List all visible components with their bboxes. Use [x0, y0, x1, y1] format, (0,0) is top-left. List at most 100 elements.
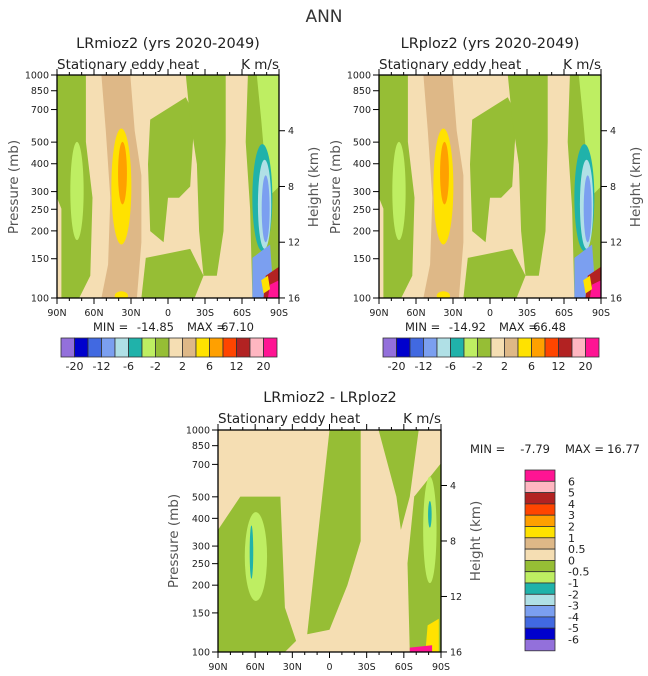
contour-fill-polar: [425, 618, 439, 652]
colorbar-label: -20: [388, 360, 406, 373]
y-tick-label: 700: [31, 105, 49, 116]
y-tick-label-right: 4: [450, 481, 456, 492]
x-tick-label: 30S: [196, 308, 214, 319]
contour-field: [218, 430, 441, 652]
y-tick-label-right: 12: [610, 238, 622, 249]
colorbar-label: 4: [568, 498, 575, 511]
y-tick-label-right: 12: [450, 592, 462, 603]
colorbar-label: -1: [568, 577, 579, 590]
y-tick-label: 500: [31, 138, 49, 149]
y-axis-label-right: Height (km): [628, 147, 644, 227]
contour-fill-neg4: [428, 501, 432, 528]
contour-fill-6: [440, 141, 449, 205]
contour-fill-neg8: [261, 175, 270, 243]
colorbar-box: [128, 337, 143, 358]
x-tick-label: 60S: [233, 308, 251, 319]
colorbar-label: 5: [568, 487, 575, 500]
contour-fill-4-polar: [261, 275, 271, 294]
y-axis-label-right: Height (km): [306, 147, 322, 227]
x-tick-label: 0: [326, 662, 332, 673]
x-tick-label: 30N: [443, 308, 462, 319]
y-tick-label: 250: [31, 205, 49, 216]
y-tick-label: 200: [31, 226, 49, 237]
colorbar-label: 2: [179, 360, 186, 373]
x-tick-label: 90S: [432, 662, 450, 673]
colorbar-label: -3: [568, 600, 579, 613]
contour-fill-neg1: [470, 97, 517, 243]
contour-fill-4-polar: [583, 275, 593, 294]
y-tick-label-right: 4: [288, 126, 294, 137]
colorbar-box: [571, 337, 586, 358]
contour-fill-4-low: [436, 291, 451, 298]
contour-field: [57, 75, 279, 298]
x-tick-label: 60S: [555, 308, 573, 319]
x-tick-label: 90N: [208, 662, 227, 673]
x-tick-label: 60S: [395, 662, 413, 673]
y-tick-label-right: 12: [288, 238, 300, 249]
min-label: MIN =: [470, 442, 505, 456]
colorbar-box: [209, 337, 224, 358]
panel-lrmioz2: LRmioz2 (yrs 2020-2049) Stationary eddy …: [6, 36, 322, 373]
x-tick-label: 90N: [47, 308, 66, 319]
colorbar-label: -4: [568, 611, 579, 624]
panel-subtitle-left: Stationary eddy heat: [218, 411, 360, 427]
colorbar-label: 1: [568, 532, 575, 545]
y-tick-label: 1000: [186, 426, 210, 437]
x-tick-label: 60N: [246, 662, 265, 673]
y-tick-label: 400: [353, 159, 371, 170]
colorbar-label: -2: [472, 360, 483, 373]
colorbar-box: [236, 337, 251, 358]
colorbar-box: [585, 337, 600, 358]
panel-subtitle-right: K m/s: [403, 411, 441, 427]
contour-fill-neg2: [70, 141, 84, 241]
colorbar-label: 2: [501, 360, 508, 373]
colorbar-box: [396, 337, 411, 358]
y-tick-label: 200: [192, 581, 210, 592]
colorbar-box: [524, 593, 556, 606]
colorbar-box: [524, 514, 556, 527]
axes: 90N 60N 30N 0 30S 60S 90S 100 150 200 250 300 400 500…: [25, 69, 300, 319]
colorbar-box: [409, 337, 424, 358]
max-label: MAX =: [565, 442, 604, 456]
colorbar-label: -12: [93, 360, 111, 373]
panel-lrploz2: LRploz2 (yrs 2020-2049) Stationary eddy …: [328, 36, 644, 373]
colorbar-label: -20: [66, 360, 84, 373]
contour-fill-neg8: [583, 175, 592, 243]
y-tick-label-right: 16: [610, 293, 622, 304]
x-tick-label: 90N: [369, 308, 388, 319]
y-tick-label-right: 16: [450, 647, 462, 658]
colorbar-label: 20: [579, 360, 593, 373]
y-tick-label: 150: [353, 254, 371, 265]
colorbar-box: [524, 627, 556, 640]
colorbar-box: [60, 337, 75, 358]
y-tick-label: 850: [192, 441, 210, 452]
y-tick-label: 850: [31, 86, 49, 97]
colorbar-label: -5: [568, 622, 579, 635]
max-label: MAX =: [499, 320, 538, 334]
colorbar-box: [141, 337, 156, 358]
colorbar-box: [382, 337, 397, 358]
panel-difference: LRmioz2 - LRploz2 Stationary eddy heat K…: [166, 390, 640, 673]
colorbar-box: [558, 337, 573, 358]
axes: 90N 60N 30N 0 30S 60S 90S 100 150 200 250 300 400 500…: [347, 69, 622, 319]
y-tick-label: 700: [192, 460, 210, 471]
y-tick-label-right: 16: [288, 293, 300, 304]
colorbar-box: [263, 337, 278, 358]
y-axis-label: Pressure (mb): [328, 140, 344, 234]
colorbar-box: [74, 337, 89, 358]
colorbar-box: [504, 337, 519, 358]
y-tick-label: 1000: [347, 71, 371, 82]
colorbar-box: [524, 582, 556, 595]
contour-fill-neg2: [423, 476, 437, 584]
colorbar-box: [524, 492, 556, 505]
min-value: -7.79: [520, 442, 550, 456]
min-value: -14.92: [449, 320, 486, 334]
y-axis-label: Pressure (mb): [166, 494, 182, 588]
colorbar-box: [249, 337, 264, 358]
colorbar-label: 20: [257, 360, 271, 373]
panel-subtitle-left: Stationary eddy heat: [57, 57, 199, 73]
x-tick-label: 0: [165, 308, 171, 319]
colorbar-label: 12: [230, 360, 244, 373]
panel-title: LRploz2 (yrs 2020-2049): [401, 36, 580, 52]
